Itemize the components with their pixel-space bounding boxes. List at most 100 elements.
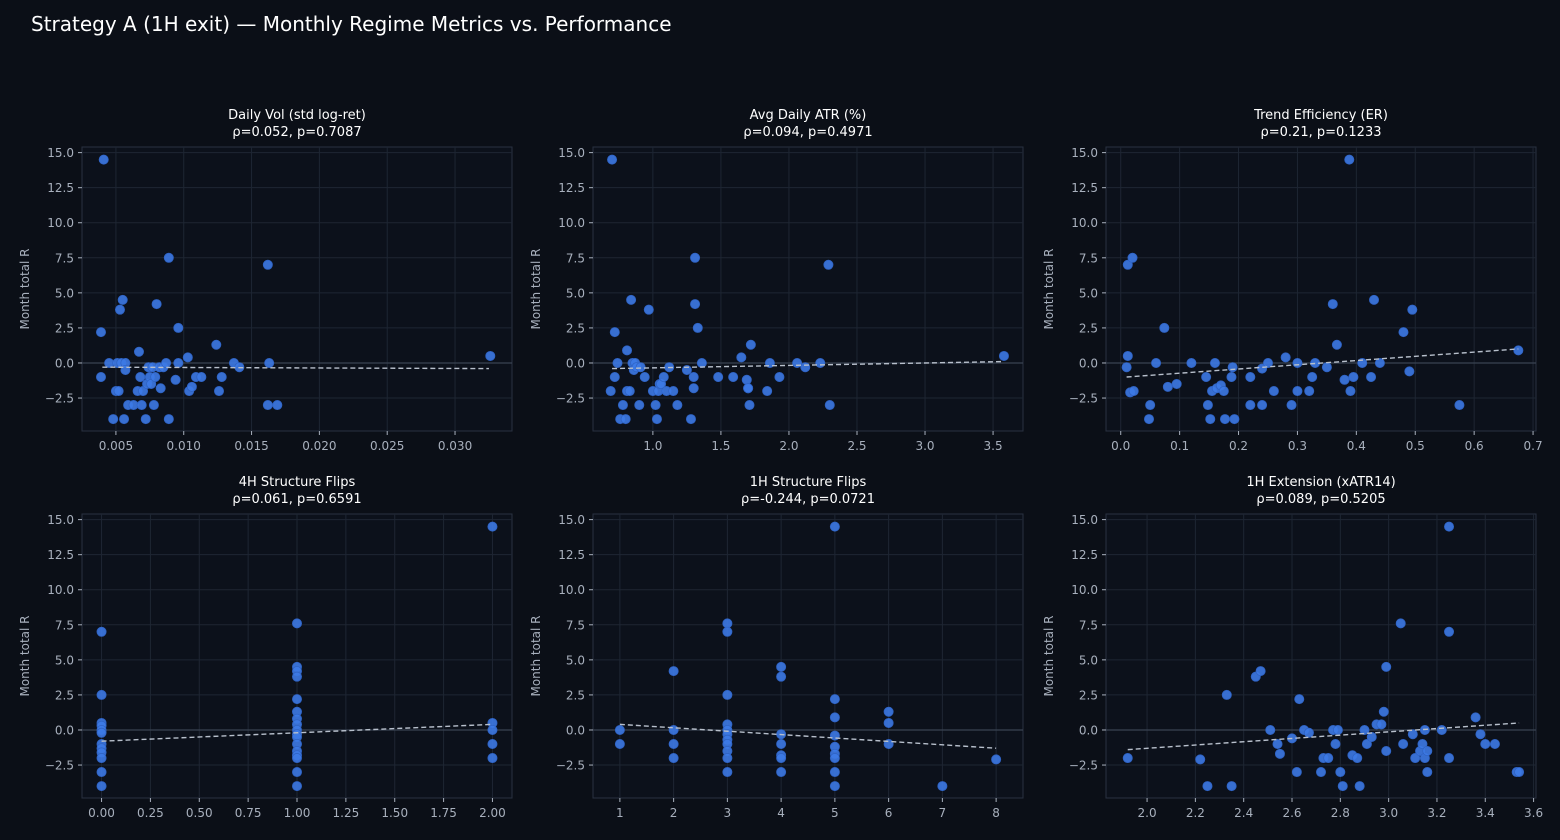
data-point [96,626,107,637]
chart-panel-2: 1.0 1.5 2.0 2.5 3.0 3.5 −2.5 0.0 2.5 5.0 7.5 10.0 12… [529,108,1024,453]
x-tick-label: 3.6 [1524,806,1543,820]
y-tick-label: 15.0 [558,513,585,527]
x-tick-label: 2.0 [779,439,798,453]
data-point [1404,366,1415,377]
data-point [634,400,645,411]
data-point [1323,753,1334,764]
data-point [1398,739,1409,750]
data-point [485,350,496,361]
data-point [776,671,787,682]
data-point [119,414,130,425]
data-point [651,414,662,425]
x-tick-label: 0.020 [302,439,336,453]
x-tick-label: 5 [831,806,839,820]
data-point [214,386,225,397]
data-point [1205,414,1216,425]
y-tick-label: 5.0 [55,286,74,300]
data-point [690,299,701,310]
x-tick-label: 2.5 [847,439,866,453]
x-tick-label: 2 [670,806,678,820]
data-point [800,362,811,373]
y-tick-label: 0.0 [55,723,74,737]
y-tick-label: 15.0 [47,146,74,160]
data-point [635,362,646,373]
data-point [1337,781,1348,792]
y-tick-label: 15.0 [1071,146,1098,160]
x-tick-label: 1.25 [333,806,360,820]
y-tick-label: −2.5 [1069,392,1098,406]
data-point [1454,400,1465,411]
data-point [1245,400,1256,411]
y-tick-label: 0.0 [55,356,74,370]
chart-title: Avg Daily ATR (%) [750,108,867,123]
data-point [688,383,699,394]
data-point [607,154,618,165]
data-point [1444,753,1455,764]
data-point [1229,414,1240,425]
data-point [264,357,275,368]
data-point [609,327,620,338]
data-point [776,661,787,672]
data-point [487,724,498,735]
data-point [1407,304,1418,315]
y-tick-label: −2.5 [556,392,585,406]
data-point [1121,362,1132,373]
y-tick-label: 2.5 [1079,688,1098,702]
data-point [1245,372,1256,383]
x-tick-label: 0.030 [438,439,472,453]
data-point [1202,781,1213,792]
data-point [1444,626,1455,637]
data-point [1345,386,1356,397]
data-point [1171,379,1182,390]
data-point [685,414,696,425]
chart-panel-6: 2.0 2.2 2.4 2.6 2.8 3.0 3.2 3.4 3.6 −2.5 0.0 2.5 5.0… [1042,475,1543,820]
data-point [1307,372,1318,383]
data-point [815,357,826,368]
data-point [182,352,193,363]
x-tick-label: 0.015 [234,439,268,453]
data-point [1361,739,1372,750]
data-point [1369,294,1380,305]
y-tick-label: 7.5 [1079,251,1098,265]
y-tick-label: 5.0 [55,653,74,667]
x-tick-label: 0.25 [137,806,164,820]
y-tick-label: 12.5 [558,181,585,195]
data-point [1422,746,1433,757]
data-point [991,754,1002,765]
data-point [722,753,733,764]
data-point [624,386,635,397]
data-point [211,339,222,350]
data-point [668,724,679,735]
data-point [1128,386,1139,397]
data-point [1122,753,1133,764]
data-point [262,259,273,270]
x-tick-label: 0.5 [1406,439,1425,453]
data-point [1407,729,1418,740]
data-point [487,739,498,750]
data-point [762,386,773,397]
x-tick-label: 0.010 [167,439,201,453]
y-tick-label: 10.0 [1071,583,1098,597]
data-point [792,357,803,368]
data-point [713,372,724,383]
data-point [291,781,302,792]
y-tick-label: 5.0 [566,286,585,300]
x-tick-label: 1.00 [284,806,311,820]
trend-line [1126,348,1519,378]
data-point [1352,753,1363,764]
y-tick-label: 10.0 [47,216,74,230]
y-tick-label: 5.0 [566,653,585,667]
data-point [829,521,840,532]
data-point [95,327,106,338]
data-point [1151,357,1162,368]
data-point [829,767,840,778]
y-tick-label: 0.0 [566,723,585,737]
data-point [272,400,283,411]
data-point [622,345,633,356]
data-point [743,383,754,394]
y-tick-label: 5.0 [1079,653,1098,667]
data-point [1186,357,1197,368]
chart-subtitle: ρ=0.089, p=0.5205 [1256,492,1385,507]
data-point [291,694,302,705]
